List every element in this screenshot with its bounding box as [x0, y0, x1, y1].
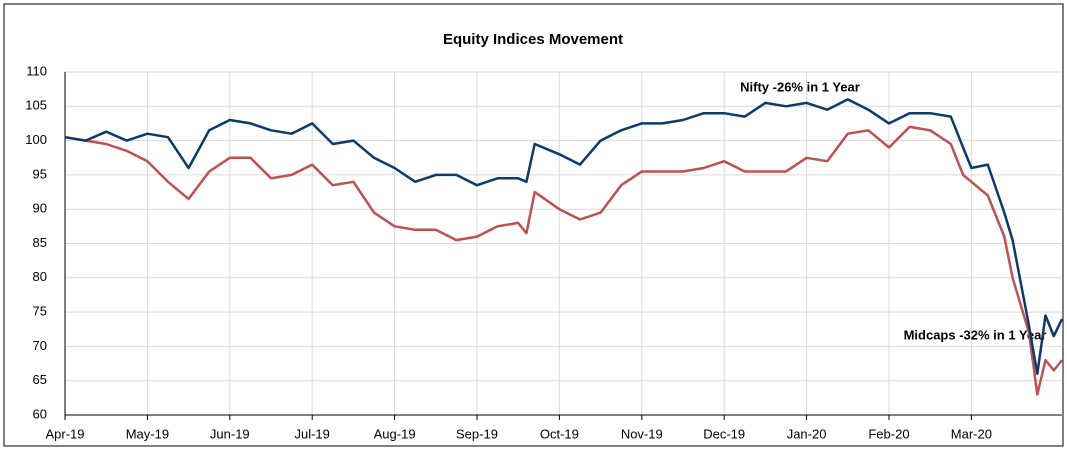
- y-tick-label: 90: [33, 201, 47, 216]
- y-tick-label: 65: [33, 372, 47, 387]
- x-tick-label: Sep-19: [456, 426, 498, 441]
- y-tick-label: 110: [26, 63, 47, 78]
- y-tick-label: 75: [33, 304, 47, 319]
- y-tick-label: 60: [33, 406, 47, 421]
- chart-title: Equity Indices Movement: [443, 31, 623, 48]
- y-tick-label: 70: [33, 338, 47, 353]
- line-series: [64, 98, 1064, 376]
- y-tick-label: 95: [33, 166, 47, 181]
- x-tick-label: Jan-20: [787, 426, 827, 441]
- x-tick-label: May-19: [126, 426, 169, 441]
- x-tick-label: Feb-20: [868, 426, 909, 441]
- x-tick-label: Mar-20: [951, 426, 992, 441]
- x-tick-label: Oct-19: [540, 426, 579, 441]
- frame: [3, 3, 1064, 447]
- x-tick-label: Dec-19: [703, 426, 745, 441]
- x-tick-label: Nov-19: [621, 426, 663, 441]
- line-series: [64, 125, 1063, 396]
- annotation: Midcaps -32% in 1 Year: [904, 327, 1047, 342]
- x-tick-label: Jun-19: [210, 426, 250, 441]
- x-tick-label: Jul-19: [294, 426, 329, 441]
- y-tick-label: 105: [25, 98, 47, 113]
- x-tick-label: Apr-19: [45, 426, 84, 441]
- y-tick-label: 100: [25, 132, 47, 147]
- annotation: Nifty -26% in 1 Year: [740, 79, 860, 94]
- x-tick-label: Aug-19: [374, 426, 416, 441]
- y-tick-label: 80: [33, 269, 47, 284]
- y-tick-label: 85: [33, 235, 47, 250]
